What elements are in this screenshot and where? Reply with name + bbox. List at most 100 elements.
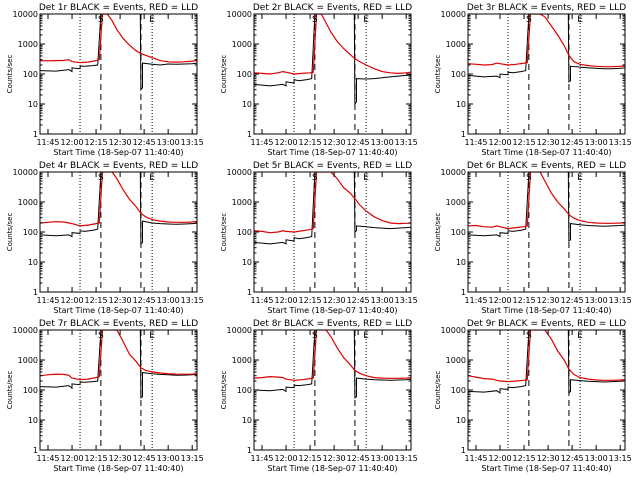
x-tick-label: 13:15 bbox=[181, 138, 204, 147]
x-axis-label: Start Time (18-Sep-07 11:40:40) bbox=[481, 148, 611, 157]
x-tick-label: 12:00 bbox=[489, 454, 512, 463]
y-tick-label: 10 bbox=[456, 100, 466, 109]
event-marker-e: E bbox=[363, 173, 369, 183]
series-line-lld bbox=[40, 14, 197, 64]
chart-data-area bbox=[40, 14, 197, 92]
x-tick-label: 12:30 bbox=[323, 454, 346, 463]
x-tick-label: 12:00 bbox=[61, 454, 84, 463]
x-tick-label: 13:00 bbox=[371, 138, 394, 147]
x-tick-label: 11:45 bbox=[250, 138, 273, 147]
series-line-events bbox=[40, 172, 197, 246]
y-tick-label: 1 bbox=[33, 446, 38, 455]
y-axis-label: Counts/sec bbox=[220, 55, 228, 94]
event-marker-s: S bbox=[312, 331, 318, 341]
x-tick-label: 12:30 bbox=[537, 138, 560, 147]
event-marker-s: S bbox=[312, 15, 318, 25]
y-tick-label: 1000 bbox=[18, 356, 38, 365]
x-tick-label: 13:00 bbox=[371, 296, 394, 305]
x-tick-label: 12:30 bbox=[537, 296, 560, 305]
x-tick-label: 12:30 bbox=[323, 138, 346, 147]
chart-panel-2: Det 2r BLACK = Events, RED = LLD 1 10 100 10… bbox=[220, 3, 418, 157]
x-tick-label: 12:00 bbox=[489, 296, 512, 305]
x-tick-label: 12:45 bbox=[347, 138, 370, 147]
x-tick-label: 12:30 bbox=[537, 454, 560, 463]
y-axis-label: Counts/sec bbox=[434, 213, 442, 252]
event-marker-s: S bbox=[98, 173, 104, 183]
y-tick-label: 10 bbox=[242, 100, 252, 109]
event-marker-s: S bbox=[526, 173, 532, 183]
chart-panel-7: Det 7r BLACK = Events, RED = LLD 1 10 100 10… bbox=[6, 319, 204, 473]
x-tick-label: 12:15 bbox=[85, 454, 108, 463]
x-tick-label: 13:00 bbox=[585, 296, 608, 305]
plot-frame bbox=[39, 171, 198, 293]
x-tick-label: 12:30 bbox=[109, 296, 132, 305]
x-tick-label: 11:45 bbox=[36, 138, 59, 147]
y-tick-label: 1 bbox=[461, 288, 466, 297]
y-tick-label: 10 bbox=[242, 258, 252, 267]
x-tick-label: 11:45 bbox=[250, 454, 273, 463]
x-tick-label: 13:00 bbox=[157, 138, 180, 147]
x-tick-label: 11:45 bbox=[464, 138, 487, 147]
y-tick-label: 10000 bbox=[13, 10, 38, 19]
y-axis-label: Counts/sec bbox=[220, 213, 228, 252]
y-tick-label: 1 bbox=[33, 288, 38, 297]
series-line-lld bbox=[468, 14, 625, 68]
chart-title: Det 3r BLACK = Events, RED = LLD bbox=[467, 3, 626, 13]
series-line-lld bbox=[468, 330, 625, 383]
y-tick-label: 100 bbox=[237, 386, 252, 395]
x-tick-label: 13:00 bbox=[585, 138, 608, 147]
series-line-events bbox=[254, 330, 411, 399]
event-marker-s: S bbox=[312, 173, 318, 183]
y-tick-label: 10000 bbox=[441, 168, 466, 177]
y-tick-label: 1000 bbox=[446, 356, 466, 365]
x-tick-label: 12:00 bbox=[61, 296, 84, 305]
x-tick-label: 12:00 bbox=[61, 138, 84, 147]
x-axis-label: Start Time (18-Sep-07 11:40:40) bbox=[267, 306, 397, 315]
chart-data-area bbox=[468, 172, 625, 243]
event-marker-e: E bbox=[577, 15, 583, 25]
x-axis-label: Start Time (18-Sep-07 11:40:40) bbox=[53, 306, 183, 315]
x-tick-label: 12:15 bbox=[85, 296, 108, 305]
y-tick-label: 10000 bbox=[13, 326, 38, 335]
chart-data-area bbox=[40, 172, 197, 246]
x-axis-label: Start Time (18-Sep-07 11:40:40) bbox=[267, 464, 397, 473]
y-tick-label: 100 bbox=[23, 228, 38, 237]
x-tick-label: 12:45 bbox=[561, 454, 584, 463]
x-tick-label: 12:00 bbox=[275, 454, 298, 463]
series-line-lld bbox=[254, 14, 411, 75]
y-tick-label: 10000 bbox=[441, 326, 466, 335]
x-tick-label: 12:45 bbox=[561, 296, 584, 305]
y-tick-label: 1000 bbox=[232, 40, 252, 49]
series-line-lld bbox=[254, 330, 411, 381]
y-tick-label: 10000 bbox=[13, 168, 38, 177]
y-axis-label: Counts/sec bbox=[6, 213, 14, 252]
y-tick-label: 10000 bbox=[227, 326, 252, 335]
y-tick-label: 10 bbox=[28, 258, 38, 267]
event-marker-e: E bbox=[577, 331, 583, 341]
x-tick-label: 12:15 bbox=[513, 296, 536, 305]
y-tick-label: 100 bbox=[23, 386, 38, 395]
x-tick-label: 11:45 bbox=[36, 454, 59, 463]
event-marker-s: S bbox=[526, 331, 532, 341]
y-axis-label: Counts/sec bbox=[6, 55, 14, 94]
chart-title: Det 4r BLACK = Events, RED = LLD bbox=[39, 161, 198, 171]
x-tick-label: 12:15 bbox=[299, 296, 322, 305]
x-tick-label: 13:00 bbox=[157, 296, 180, 305]
x-tick-label: 11:45 bbox=[464, 454, 487, 463]
event-marker-e: E bbox=[577, 173, 583, 183]
x-tick-label: 12:00 bbox=[489, 138, 512, 147]
x-tick-label: 12:45 bbox=[133, 454, 156, 463]
chart-title: Det 8r BLACK = Events, RED = LLD bbox=[253, 319, 412, 329]
y-tick-label: 100 bbox=[23, 70, 38, 79]
series-line-events bbox=[468, 330, 625, 395]
x-tick-label: 11:45 bbox=[36, 296, 59, 305]
x-tick-label: 13:00 bbox=[371, 454, 394, 463]
y-tick-label: 1 bbox=[461, 130, 466, 139]
chart-title: Det 7r BLACK = Events, RED = LLD bbox=[39, 319, 198, 329]
plot-frame bbox=[253, 13, 412, 135]
series-line-lld bbox=[468, 172, 625, 230]
event-marker-s: S bbox=[98, 15, 104, 25]
y-tick-label: 10000 bbox=[441, 10, 466, 19]
x-tick-label: 13:15 bbox=[395, 138, 418, 147]
x-tick-label: 12:30 bbox=[323, 296, 346, 305]
